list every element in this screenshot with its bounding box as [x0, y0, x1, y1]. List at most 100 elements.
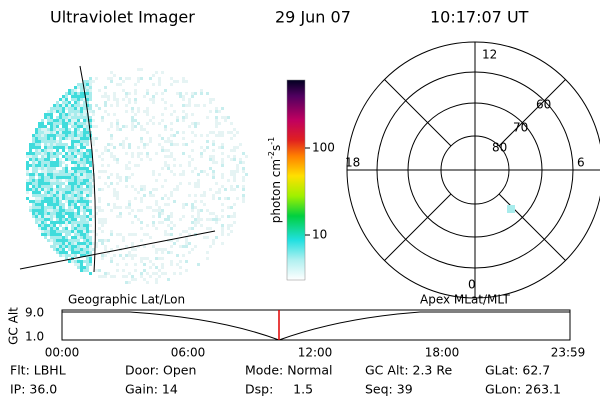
pixel: [125, 245, 128, 248]
pixel: [44, 233, 47, 236]
pixel: [47, 167, 50, 170]
pixel: [56, 152, 59, 155]
pixel: [53, 245, 56, 248]
pixel: [50, 170, 53, 173]
pixel: [47, 194, 50, 197]
pixel: [137, 80, 140, 83]
pixel: [62, 116, 65, 119]
pixel: [68, 179, 71, 182]
pixel: [26, 167, 29, 170]
pixel: [218, 188, 221, 191]
instrument: Ultraviolet Imager: [50, 8, 195, 27]
pixel: [32, 137, 35, 140]
pixel: [38, 221, 41, 224]
pixel: [62, 170, 65, 173]
pixel: [86, 86, 89, 89]
pixel: [128, 161, 131, 164]
pixel: [68, 242, 71, 245]
pixel: [164, 230, 167, 233]
pixel: [47, 191, 50, 194]
pixel: [194, 182, 197, 185]
pixel: [32, 203, 35, 206]
pixel: [107, 272, 110, 275]
pixel: [38, 212, 41, 215]
pixel: [116, 98, 119, 101]
pixel: [56, 134, 59, 137]
pixel: [137, 155, 140, 158]
pixel: [80, 131, 83, 134]
pixel: [131, 173, 134, 176]
pixel: [161, 272, 164, 275]
pixel: [134, 197, 137, 200]
info-field: GLon: 263.1: [485, 382, 561, 397]
pixel: [182, 119, 185, 122]
pixel: [86, 83, 89, 86]
pixel: [173, 224, 176, 227]
pixel: [26, 164, 29, 167]
pixel: [65, 104, 68, 107]
pixel: [44, 236, 47, 239]
pixel: [164, 89, 167, 92]
pixel: [170, 239, 173, 242]
pixel: [185, 203, 188, 206]
pixel: [50, 119, 53, 122]
pixel: [62, 122, 65, 125]
pixel: [74, 98, 77, 101]
pixel: [59, 251, 62, 254]
pixel: [164, 218, 167, 221]
pixel: [92, 113, 95, 116]
pixel: [116, 182, 119, 185]
pixel: [47, 140, 50, 143]
pixel: [65, 164, 68, 167]
pixel: [128, 254, 131, 257]
pixel: [62, 155, 65, 158]
pixel: [56, 251, 59, 254]
pixel: [212, 98, 215, 101]
pixel: [74, 164, 77, 167]
pixel: [77, 101, 80, 104]
pixel: [83, 152, 86, 155]
pixel: [62, 194, 65, 197]
pixel: [92, 188, 95, 191]
pixel: [62, 125, 65, 128]
pixel: [140, 239, 143, 242]
pixel: [50, 134, 53, 137]
pixel: [68, 176, 71, 179]
pixel: [77, 263, 80, 266]
pixel: [155, 179, 158, 182]
pixel: [98, 221, 101, 224]
pixel: [50, 227, 53, 230]
pixel: [86, 161, 89, 164]
pixel: [89, 242, 92, 245]
pixel: [62, 119, 65, 122]
pixel: [146, 122, 149, 125]
pixel: [74, 185, 77, 188]
pixel: [71, 116, 74, 119]
pixel: [47, 149, 50, 152]
pixel: [83, 188, 86, 191]
pixel: [44, 158, 47, 161]
pixel: [167, 203, 170, 206]
pixel: [185, 236, 188, 239]
pixel: [71, 143, 74, 146]
pixel: [71, 137, 74, 140]
pixel: [215, 161, 218, 164]
pixel: [173, 80, 176, 83]
pixel: [50, 146, 53, 149]
pixel: [71, 203, 74, 206]
pixel: [35, 164, 38, 167]
pixel: [86, 239, 89, 242]
pixel: [32, 146, 35, 149]
pixel: [56, 245, 59, 248]
pixel: [44, 200, 47, 203]
pixel: [131, 275, 134, 278]
pixel: [50, 212, 53, 215]
pixel: [50, 197, 53, 200]
pixel: [53, 140, 56, 143]
pixel: [164, 101, 167, 104]
pixel: [32, 215, 35, 218]
pixel: [206, 134, 209, 137]
pixel: [74, 134, 77, 137]
lat-label: 80: [492, 141, 507, 155]
pixel: [185, 143, 188, 146]
